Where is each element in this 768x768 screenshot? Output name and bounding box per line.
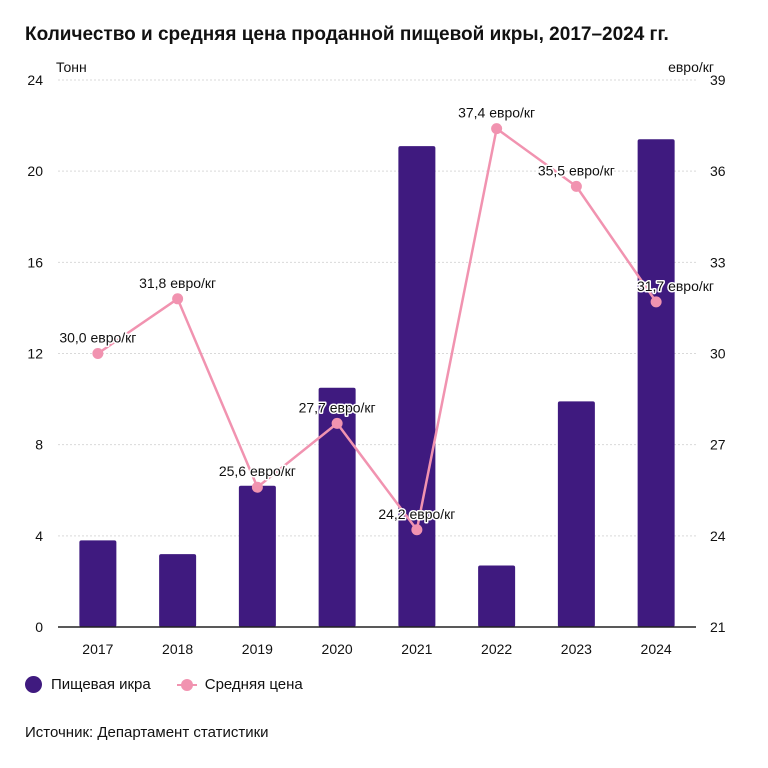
price-data-label: 24,2 евро/кг [378, 506, 455, 522]
y-left-tick-label: 16 [27, 254, 43, 270]
chart-title: Количество и средняя цена проданной пище… [25, 24, 669, 45]
bar-2017 [79, 540, 117, 627]
price-point-2021 [411, 524, 423, 536]
y-left-tick-label: 24 [27, 72, 43, 88]
price-point-2019 [251, 481, 263, 493]
bar-2024 [637, 139, 675, 627]
price-point-2017 [92, 348, 104, 359]
price-point-2020 [331, 417, 343, 429]
y-right-tick-label: 27 [710, 437, 726, 453]
price-data-label: 27,7 евро/кг [299, 399, 376, 415]
legend-label-line: Средняя цена [204, 676, 303, 693]
y-right-tick-label: 21 [710, 619, 726, 635]
source-note: Источник: Департамент статистики [25, 724, 269, 741]
x-tick-label: 2017 [82, 641, 113, 657]
price-line [97, 127, 658, 532]
price-data-label: 35,5 евро/кг [538, 162, 615, 178]
y-right-tick-label: 33 [710, 254, 726, 270]
bar-2018 [159, 554, 197, 627]
y-left-tick-label: 12 [27, 346, 43, 362]
y-right-tick-label: 39 [710, 72, 726, 88]
price-data-label: 30,0 евро/кг [59, 330, 136, 346]
y-left-tick-label: 20 [27, 163, 43, 179]
price-point-2022 [491, 123, 503, 135]
y-right-tick-label: 24 [710, 528, 726, 544]
y-left-tick-label: 4 [35, 528, 43, 544]
price-data-label: 31,7 евро/кг [637, 278, 714, 294]
legend-item-bar: Пищевая икра [25, 676, 151, 693]
price-point-2024 [650, 296, 662, 308]
x-tick-label: 2019 [242, 641, 273, 657]
y-left-tick-label: 0 [35, 619, 43, 635]
price-point-2023 [570, 180, 582, 192]
bar-2019 [238, 485, 276, 627]
legend-item-line: Средняя цена [176, 676, 303, 693]
y-right-tick-label: 36 [710, 163, 726, 179]
x-tick-label: 2018 [162, 641, 193, 657]
legend-line-swatch-icon [176, 678, 197, 691]
legend-label-bar: Пищевая икра [51, 676, 151, 693]
price-data-label: 25,6 евро/кг [219, 463, 296, 479]
price-data-label: 37,4 евро/кг [458, 105, 535, 121]
y-right-unit-label: евро/кг [668, 59, 714, 75]
x-tick-label: 2024 [641, 641, 672, 657]
y-right-tick-label: 30 [710, 346, 726, 362]
bar-2020 [318, 387, 356, 627]
price-data-label: 31,8 евро/кг [139, 275, 216, 291]
y-left-unit-label: Тонн [56, 59, 87, 75]
x-tick-label: 2020 [322, 641, 353, 657]
bar-2023 [557, 401, 595, 627]
bar-2022 [478, 565, 516, 627]
x-tick-label: 2022 [481, 641, 512, 657]
legend: Пищевая икра Средняя цена [25, 676, 329, 693]
price-point-2018 [172, 293, 184, 305]
x-tick-label: 2023 [561, 641, 592, 657]
bar-2021 [398, 146, 436, 628]
legend-bar-swatch-icon [25, 676, 42, 693]
x-tick-label: 2021 [401, 641, 432, 657]
y-left-tick-label: 8 [35, 437, 43, 453]
